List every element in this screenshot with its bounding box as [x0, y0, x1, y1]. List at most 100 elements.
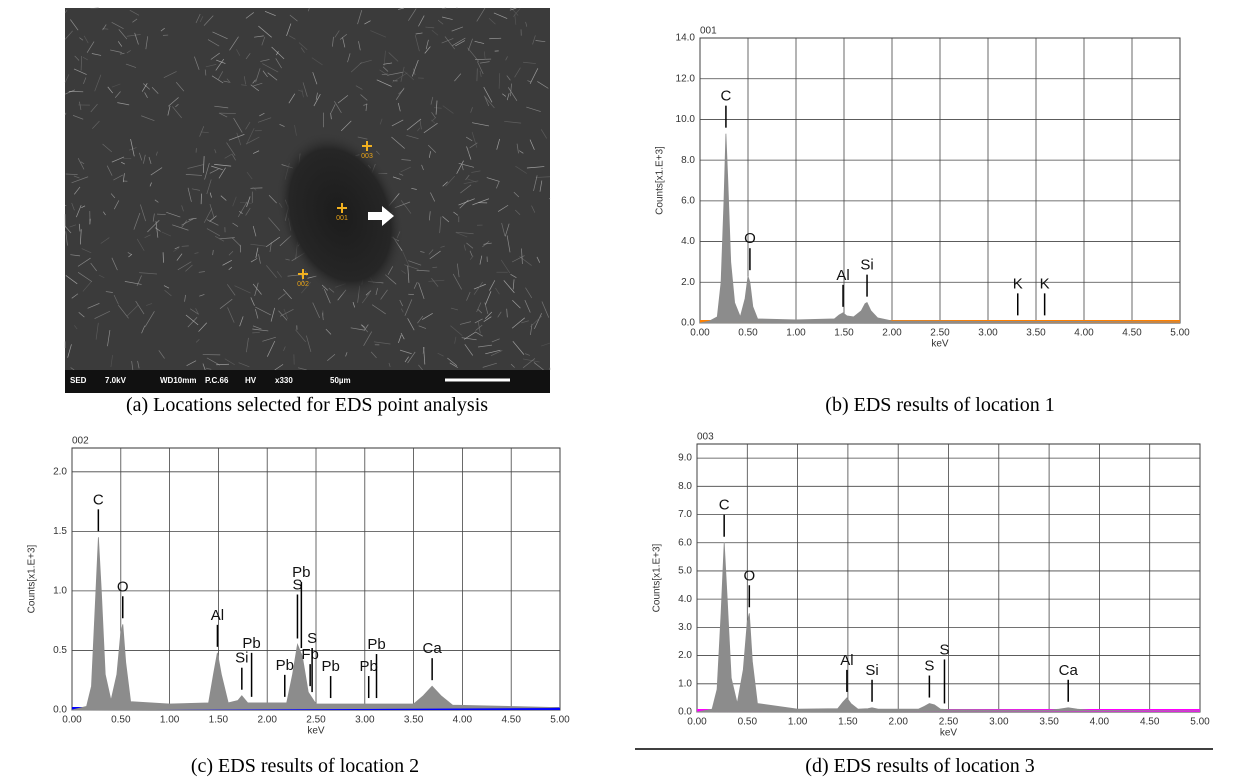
sem-fiber	[387, 71, 404, 76]
y-tick-label: 14.0	[676, 33, 696, 44]
peak-label: O	[117, 578, 129, 595]
sem-fiber	[204, 69, 207, 76]
sem-fiber	[246, 171, 253, 180]
x-tick-label: 4.00	[1074, 328, 1094, 339]
peak-label: C	[93, 491, 104, 508]
sem-fiber	[113, 174, 124, 181]
sem-fiber	[206, 228, 221, 237]
sem-fiber	[145, 36, 149, 50]
sem-fiber	[383, 62, 393, 65]
sem-fiber	[252, 328, 269, 332]
sem-fiber	[166, 211, 181, 218]
sem-fiber	[467, 47, 480, 62]
sem-fiber	[217, 71, 224, 81]
sem-fiber	[526, 106, 541, 112]
sem-fiber	[64, 10, 68, 14]
sem-fiber	[141, 325, 146, 334]
sem-fiber	[516, 143, 519, 154]
sem-fiber	[306, 335, 312, 352]
sem-fiber	[70, 367, 75, 371]
sem-fiber	[110, 49, 122, 53]
sem-fiber	[172, 106, 182, 119]
sem-fiber	[325, 328, 332, 335]
y-tick-label: 0.5	[53, 645, 67, 656]
sem-fiber	[312, 72, 318, 85]
sem-fiber	[132, 18, 138, 23]
sem-fiber	[94, 74, 102, 92]
y-tick-label: 2.0	[53, 466, 67, 477]
sem-fiber	[64, 89, 76, 95]
y-tick-label: 4.0	[678, 594, 692, 605]
sem-fiber	[86, 41, 95, 53]
sem-fiber	[510, 83, 512, 97]
sem-fiber	[245, 53, 251, 60]
sem-fiber	[236, 132, 242, 146]
sem-fiber	[467, 178, 477, 183]
sem-fiber	[311, 57, 323, 66]
sem-fiber	[361, 324, 366, 328]
sem-fiber	[206, 219, 219, 226]
marker-cross	[337, 203, 347, 213]
y-tick-label: 12.0	[676, 73, 696, 84]
sem-fiber	[404, 299, 413, 316]
sem-fiber	[83, 35, 89, 44]
sem-fiber	[264, 10, 276, 17]
sem-fiber	[136, 238, 145, 251]
sem-fiber	[276, 270, 282, 278]
sem-fiber	[442, 105, 454, 114]
y-tick-label: 0.0	[53, 705, 67, 716]
sem-fiber	[226, 78, 231, 83]
peak-label: S	[924, 658, 934, 675]
marker-cross	[362, 141, 372, 151]
sem-fiber	[266, 340, 276, 357]
sem-fiber	[94, 310, 111, 319]
sem-fiber	[216, 59, 226, 64]
sem-fiber	[167, 105, 171, 116]
sem-fiber	[514, 209, 521, 215]
y-tick-label: 7.0	[678, 509, 692, 520]
sem-fiber	[120, 161, 125, 165]
sem-fiber	[392, 176, 401, 180]
sem-fiber	[315, 92, 318, 100]
sem-fiber	[122, 173, 125, 183]
sem-fiber	[537, 81, 549, 89]
sem-fiber	[411, 188, 417, 190]
sem-fiber	[175, 103, 179, 108]
chart-title: 002	[72, 436, 89, 447]
x-tick-label: 0.50	[111, 715, 131, 726]
sem-fiber	[239, 210, 243, 214]
peak-label: S	[939, 641, 949, 658]
peak-label: Si	[860, 257, 873, 274]
sem-fiber	[126, 304, 139, 317]
sem-fiber	[177, 261, 192, 271]
sem-fiber	[527, 80, 532, 83]
sem-fiber	[482, 362, 497, 368]
sem-fiber	[139, 272, 158, 275]
sem-fiber	[323, 288, 331, 304]
sem-fiber	[252, 79, 256, 84]
sem-fiber	[200, 131, 209, 134]
sem-fiber	[501, 222, 506, 237]
sem-fiber	[515, 165, 527, 174]
sem-fiber	[279, 123, 285, 127]
sem-fiber	[139, 152, 143, 161]
sem-fiber	[432, 266, 438, 268]
y-tick-label: 0.0	[678, 707, 692, 718]
sem-fiber	[195, 13, 201, 24]
sem-fiber	[418, 325, 427, 329]
sem-fiber	[407, 318, 415, 331]
sem-fiber	[250, 297, 255, 306]
sem-fiber	[137, 360, 140, 369]
caption: (c) EDS results of location 2	[191, 755, 419, 777]
sem-fiber	[431, 29, 439, 36]
sem-fiber	[215, 58, 225, 71]
caption: (b) EDS results of location 1	[825, 394, 1054, 416]
sem-fiber	[413, 281, 418, 289]
sem-fiber	[81, 248, 92, 254]
sem-fiber	[218, 167, 226, 179]
sem-fiber	[283, 308, 289, 320]
sem-fiber	[64, 74, 70, 83]
sem-fiber	[531, 205, 536, 213]
sem-fiber	[493, 12, 508, 19]
sem-fiber	[283, 346, 286, 351]
